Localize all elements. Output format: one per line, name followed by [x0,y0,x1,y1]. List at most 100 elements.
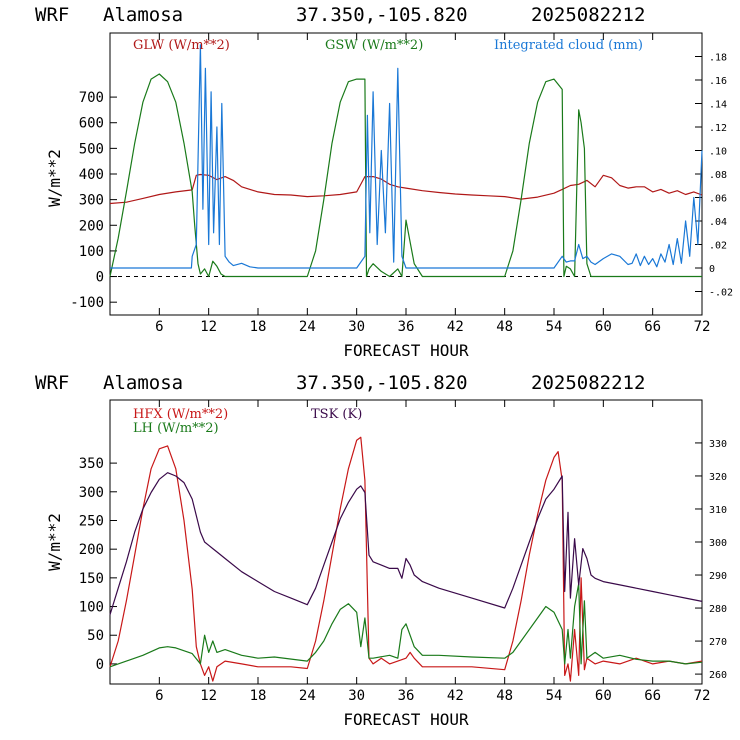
y-axis-label: W/m**2 [45,149,64,207]
y2-ticks: 260 270 280 290 300 310 320 330 [695,439,727,681]
y-tick-label: 200 [79,542,104,558]
run-label: 2025082212 [531,4,645,26]
y2-tick-label: 330 [709,439,727,450]
legend-glw: GLW (W/m**2) [133,38,230,53]
x-tick-label: 72 [694,688,711,704]
series-lines [109,436,703,682]
x-tick-label: 12 [200,319,217,335]
x-ticks: 6 12 18 24 30 36 42 48 54 60 66 72 [155,33,710,335]
x-tick-label: 36 [398,319,415,335]
y-tick-label: 600 [79,116,104,132]
coords-label: 37.350,-105.820 [296,4,468,26]
x-tick-label: 24 [299,688,316,704]
x-axis-label: FORECAST HOUR [343,341,469,360]
y-tick-label: 300 [79,485,104,501]
x-tick-label: 54 [546,688,563,704]
legend-gsw: GSW (W/m**2) [325,38,423,53]
y-tick-label: 100 [79,244,104,260]
y-tick-label: 150 [79,571,104,587]
run-label: 2025082212 [531,372,645,394]
y-tick-label: 100 [79,600,104,616]
y-tick-label: 700 [79,90,104,106]
panel-header: WRF Alamosa 37.350,-105.820 2025082212 [35,372,645,394]
site-label: Alamosa [103,4,183,26]
y-tick-label: 350 [79,456,104,472]
panel-header: WRF Alamosa 37.350,-105.820 2025082212 [35,4,645,26]
y-ticks: -100 0 100 200 300 400 500 600 700 [70,90,117,311]
legend: HFX (W/m**2) LH (W/m**2) TSK (K) [133,407,362,436]
y2-ticks: -.02 0 .02 .04 .06 .08 .10 .12 .14 .16 .18 [695,53,733,299]
legend: GLW (W/m**2) GSW (W/m**2) Integrated clo… [133,38,643,53]
model-label: WRF [35,4,69,26]
radiation-cloud-panel: WRF Alamosa 37.350,-105.820 2025082212 6… [35,4,733,360]
y2-tick-label: .14 [709,100,727,111]
x-tick-label: 54 [546,319,563,335]
x-tick-label: 36 [398,688,415,704]
x-tick-label: 30 [348,319,365,335]
x-tick-label: 12 [200,688,217,704]
x-tick-label: 60 [595,688,612,704]
y2-tick-label: -.02 [709,288,733,299]
legend-cloud: Integrated cloud (mm) [494,38,643,53]
y-tick-label: 0 [96,657,104,673]
y2-tick-label: 260 [709,670,727,681]
legend-lh: LH (W/m**2) [133,421,219,436]
y-tick-label: 300 [79,193,104,209]
integrated-series-line [110,44,703,269]
y-ticks: 0 50 100 150 200 250 300 350 [79,456,117,673]
x-tick-label: 42 [447,688,464,704]
plot-frame [109,399,703,685]
legend-hfx: HFX (W/m**2) [133,407,228,422]
y2-tick-label: 290 [709,571,727,582]
tsk-series-line [109,472,703,615]
x-tick-label: 30 [348,688,365,704]
legend-tsk: TSK (K) [311,407,362,422]
y-tick-label: 0 [96,270,104,286]
x-tick-label: 18 [250,319,267,335]
x-tick-label: 24 [299,319,316,335]
x-tick-label: 66 [644,688,661,704]
x-tick-label: 6 [155,688,163,704]
y2-tick-label: .06 [709,194,727,205]
y-tick-label: -100 [70,295,104,311]
x-tick-label: 66 [644,319,661,335]
model-label: WRF [35,372,69,394]
plot-frame [109,32,703,316]
y2-tick-label: 310 [709,505,727,516]
y2-tick-label: .18 [709,53,727,64]
y-axis-label: W/m**2 [45,513,64,571]
y2-tick-label: 270 [709,637,727,648]
glw-series-line [109,173,703,205]
y2-tick-label: 300 [709,538,727,549]
x-ticks: 6 12 18 24 30 36 42 48 54 60 66 72 [155,400,710,704]
y2-tick-label: .12 [709,123,727,134]
x-tick-label: 48 [496,688,513,704]
y-tick-label: 200 [79,218,104,234]
x-tick-label: 48 [496,319,513,335]
x-tick-label: 6 [155,319,163,335]
lh-series-line [109,582,703,668]
series-lines [109,44,703,278]
y2-tick-label: 320 [709,472,727,483]
y2-tick-label: 280 [709,604,727,615]
y2-tick-label: .10 [709,147,727,158]
y2-tick-label: 0 [709,264,715,275]
x-tick-label: 18 [250,688,267,704]
hfx-series-line [109,436,703,682]
x-axis-label: FORECAST HOUR [343,710,469,729]
coords-label: 37.350,-105.820 [296,372,468,394]
y2-tick-label: .08 [709,170,727,181]
y-tick-label: 500 [79,141,104,157]
y-tick-label: 50 [87,628,104,644]
y2-tick-label: .04 [709,217,727,228]
y-tick-label: 400 [79,167,104,183]
x-tick-label: 42 [447,319,464,335]
x-tick-label: 72 [694,319,711,335]
x-tick-label: 60 [595,319,612,335]
y2-tick-label: .02 [709,241,727,252]
y2-tick-label: .16 [709,76,727,87]
site-label: Alamosa [103,372,183,394]
y-tick-label: 250 [79,513,104,529]
flux-skin-temp-panel: WRF Alamosa 37.350,-105.820 2025082212 6… [35,372,727,729]
